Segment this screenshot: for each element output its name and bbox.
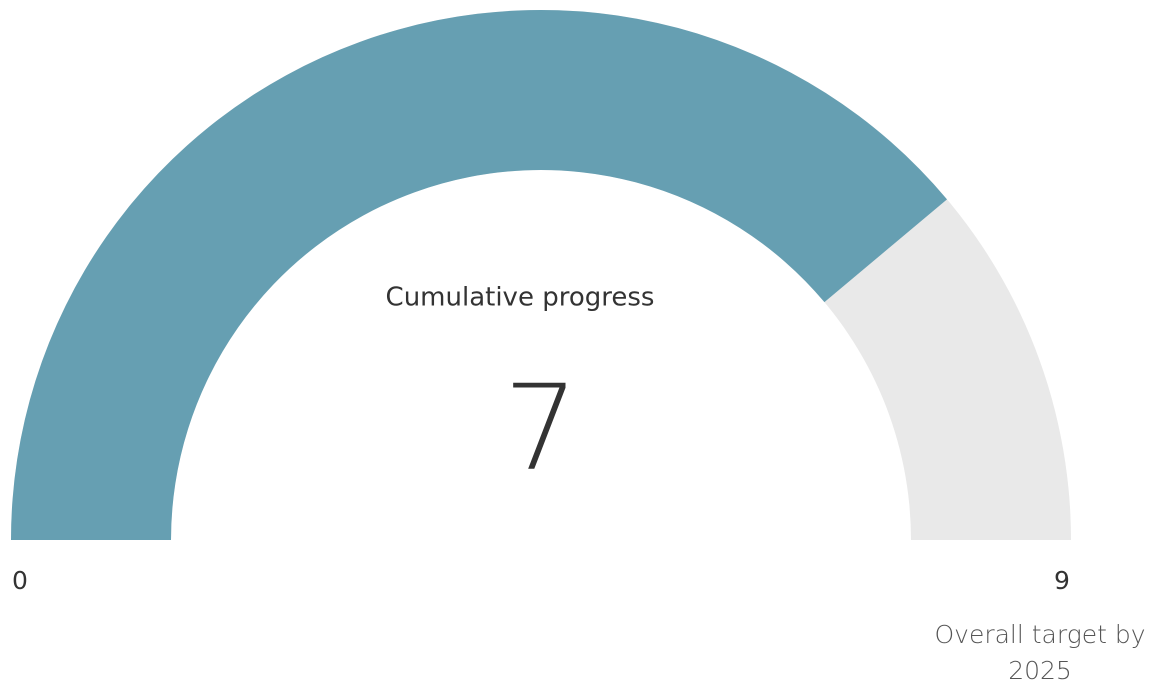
target-label: Overall target by 2025 bbox=[934, 620, 1146, 685]
gauge-title: Cumulative progress bbox=[386, 283, 655, 313]
max-label: 9 bbox=[1054, 566, 1070, 595]
gauge-value-label: 7 bbox=[503, 358, 578, 496]
min-label: 0 bbox=[12, 566, 28, 595]
gauge-value-arc bbox=[11, 9, 948, 540]
